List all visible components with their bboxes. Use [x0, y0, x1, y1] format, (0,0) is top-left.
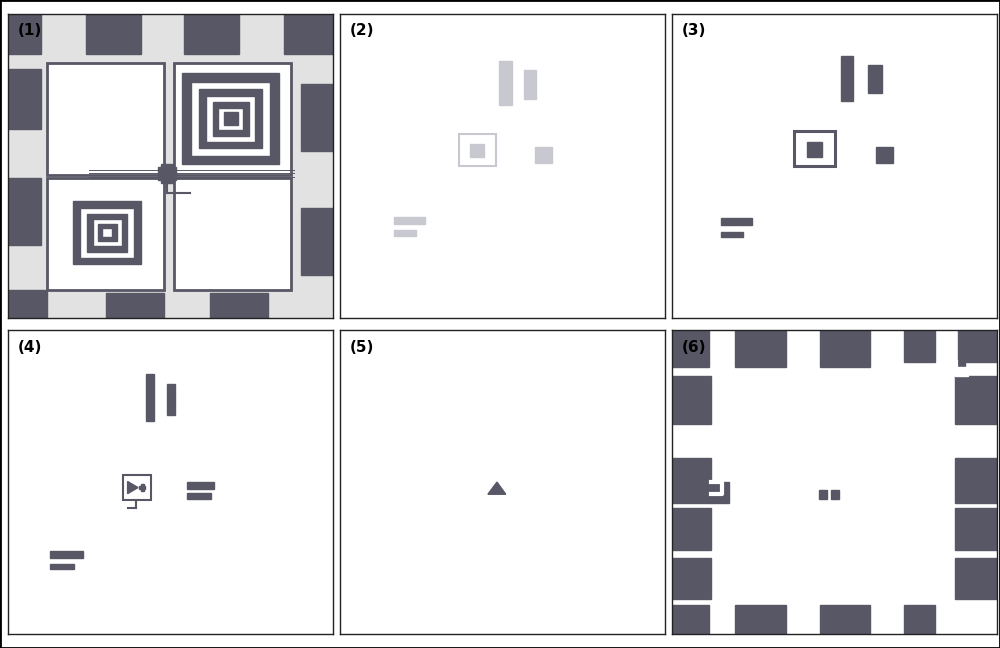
Bar — [958, 330, 997, 362]
Bar — [904, 330, 935, 362]
Bar — [831, 491, 839, 499]
Bar — [87, 214, 127, 251]
Bar — [711, 482, 729, 503]
Bar — [8, 290, 47, 318]
Bar — [807, 142, 822, 157]
Bar — [735, 330, 786, 367]
Bar — [300, 209, 333, 275]
Bar — [146, 375, 154, 421]
Bar — [284, 14, 333, 54]
Bar — [47, 178, 164, 290]
Bar — [102, 228, 112, 237]
Bar — [210, 294, 268, 318]
Bar — [955, 508, 997, 550]
Bar — [50, 551, 83, 558]
Bar — [187, 493, 211, 499]
Bar — [8, 69, 40, 130]
Bar — [86, 14, 141, 54]
Bar — [672, 558, 711, 599]
Bar — [174, 178, 291, 290]
Bar — [876, 147, 893, 163]
Bar — [524, 71, 536, 99]
Bar — [199, 89, 262, 148]
Bar — [955, 558, 997, 599]
Bar — [394, 217, 424, 224]
Bar — [184, 14, 239, 54]
Bar — [158, 167, 176, 180]
Bar — [470, 144, 484, 157]
Text: (3): (3) — [682, 23, 706, 38]
Bar — [499, 62, 512, 105]
Bar — [182, 73, 279, 165]
Polygon shape — [488, 482, 506, 494]
Bar — [191, 82, 270, 156]
Bar — [672, 508, 711, 550]
Bar — [955, 362, 965, 370]
Bar — [50, 564, 74, 570]
Bar — [794, 131, 835, 166]
Bar — [955, 367, 968, 376]
Bar — [123, 474, 151, 500]
Bar — [80, 207, 134, 258]
Bar — [174, 63, 291, 175]
Bar — [672, 605, 709, 634]
Bar — [206, 96, 255, 142]
Bar — [73, 201, 141, 264]
Bar — [224, 112, 238, 126]
Bar — [820, 605, 870, 634]
Polygon shape — [128, 481, 138, 494]
Bar — [868, 65, 882, 93]
Text: (5): (5) — [350, 340, 374, 354]
Bar — [820, 330, 870, 367]
Bar — [47, 63, 164, 175]
Bar — [98, 224, 117, 242]
Bar — [841, 56, 853, 100]
Text: (1): (1) — [18, 23, 42, 38]
Bar — [167, 384, 175, 415]
Bar — [955, 376, 997, 424]
Bar — [187, 482, 214, 489]
Bar — [721, 218, 752, 225]
Bar — [8, 14, 40, 54]
Bar — [161, 165, 173, 183]
Bar — [394, 230, 416, 236]
Text: (4): (4) — [18, 340, 42, 354]
Bar — [459, 134, 496, 166]
Bar — [819, 491, 827, 499]
Bar — [735, 605, 786, 634]
Bar — [92, 219, 122, 246]
Bar — [139, 486, 145, 489]
Bar — [672, 458, 711, 503]
Bar — [218, 108, 243, 130]
Bar — [8, 178, 40, 245]
Bar — [535, 147, 552, 163]
Bar — [955, 458, 997, 503]
Text: (2): (2) — [350, 23, 374, 38]
Text: (6): (6) — [682, 340, 706, 354]
Bar — [300, 84, 333, 151]
Bar — [213, 102, 248, 135]
Bar — [904, 605, 935, 634]
Bar — [672, 330, 709, 367]
Bar — [106, 294, 164, 318]
Bar — [672, 376, 711, 424]
Bar — [141, 484, 144, 491]
Bar — [721, 232, 743, 237]
